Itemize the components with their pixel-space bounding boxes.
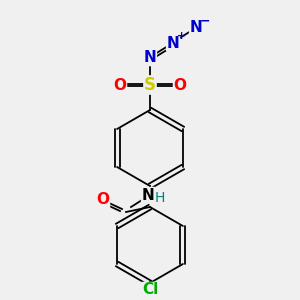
Text: N: N <box>142 188 154 202</box>
Text: N: N <box>144 50 156 65</box>
Text: O: O <box>173 77 187 92</box>
Text: O: O <box>97 193 110 208</box>
Text: +: + <box>177 31 187 41</box>
Text: N: N <box>167 35 179 50</box>
Text: Cl: Cl <box>142 283 158 298</box>
Text: N: N <box>190 20 202 35</box>
Text: S: S <box>144 76 156 94</box>
Text: H: H <box>155 191 165 205</box>
Text: O: O <box>113 77 127 92</box>
Text: −: − <box>200 14 210 28</box>
